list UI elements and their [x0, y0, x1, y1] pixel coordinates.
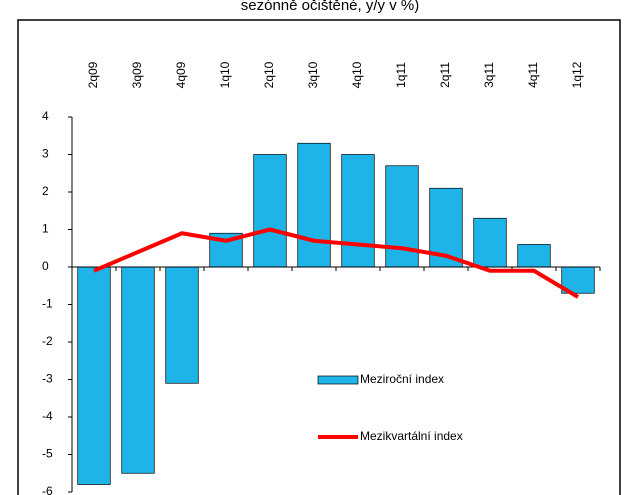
x-tick-label: 4q10 — [350, 61, 364, 88]
line — [93, 227, 580, 299]
bar — [341, 154, 375, 268]
bar — [121, 266, 155, 474]
y-tick-label: -3 — [42, 372, 53, 386]
x-tick-label: 2q09 — [86, 61, 100, 88]
bar — [517, 244, 551, 268]
legend-label: Mezikvartální index — [360, 429, 463, 443]
chart-title: sezónně očištěné, y/y v %) — [241, 0, 419, 14]
legend-swatch — [317, 375, 359, 385]
y-tick-label: -4 — [42, 409, 53, 423]
bar — [165, 266, 199, 384]
legend-label: Meziroční index — [360, 372, 444, 386]
x-tick-label: 3q11 — [482, 62, 496, 88]
y-tick-label: -5 — [42, 447, 53, 461]
bar — [473, 217, 507, 268]
x-tick-label: 1q11 — [394, 62, 408, 88]
y-tick-label: -2 — [42, 334, 53, 348]
bar — [77, 266, 111, 485]
x-tick-label: 3q10 — [306, 61, 320, 88]
bar — [297, 142, 331, 268]
x-tick-label: 2q11 — [438, 62, 452, 88]
y-tick-label: -1 — [42, 297, 53, 311]
x-tick-label: 1q12 — [570, 61, 584, 88]
y-tick-label: 1 — [42, 222, 49, 236]
bar — [253, 154, 287, 268]
y-tick-label: -6 — [42, 484, 53, 495]
x-tick-label: 3q09 — [130, 61, 144, 88]
y-tick-label: 4 — [42, 109, 49, 123]
y-tick-label: 3 — [42, 147, 49, 161]
x-tick-label: 4q11 — [526, 62, 540, 88]
x-tick-label: 1q10 — [218, 61, 232, 88]
x-tick-label: 2q10 — [262, 61, 276, 88]
y-tick-label: 2 — [42, 184, 49, 198]
y-tick-label: 0 — [42, 259, 49, 273]
x-tick-label: 4q09 — [174, 61, 188, 88]
